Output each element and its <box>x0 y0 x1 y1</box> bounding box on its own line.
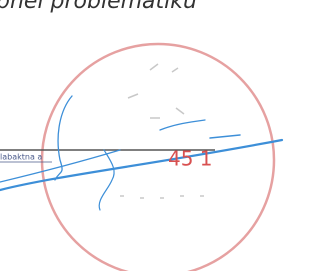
canvas: bnei problematiku labaktna a 45 1 <box>0 0 286 271</box>
title: bnei problematiku <box>0 0 197 14</box>
measure-text: 45 1 <box>168 147 213 171</box>
link-text: labaktna a <box>0 153 42 162</box>
page: bnei problematiku labaktna a 45 1 (() =>… <box>0 0 286 271</box>
background <box>0 0 286 271</box>
